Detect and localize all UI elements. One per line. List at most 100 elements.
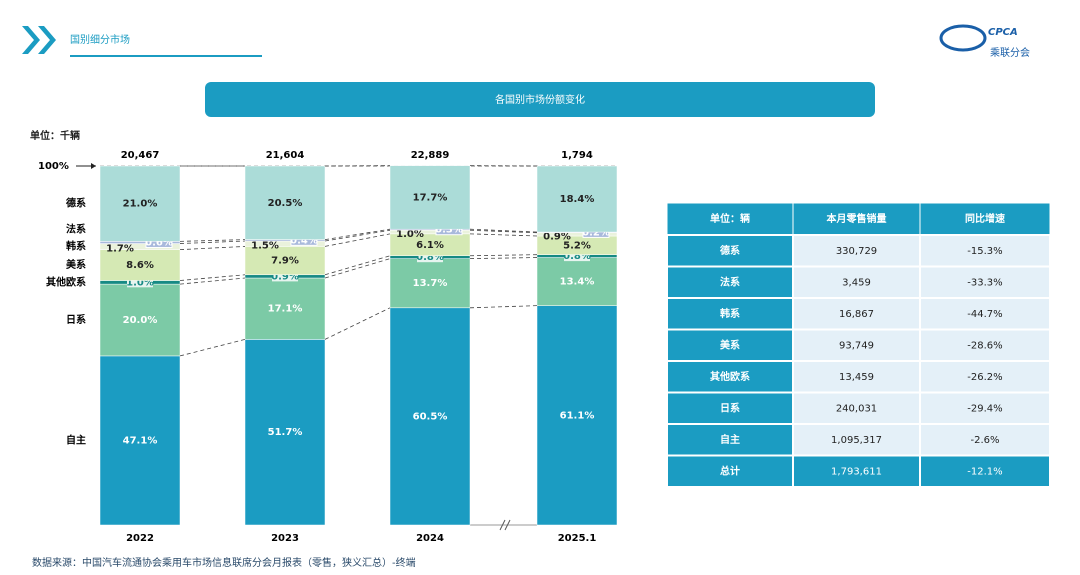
connector — [179, 240, 246, 244]
table-cell — [666, 423, 794, 457]
source: 数据来源：中国汽车流通协会乘用车市场信息联席分会月报表（零售，狭义汇总）-终端 — [32, 556, 416, 569]
label-box — [272, 271, 298, 282]
table-text: 16,867 — [839, 309, 874, 320]
value-label: 0.8% — [416, 252, 444, 263]
value-label: 51.7% — [268, 427, 303, 438]
bar-segment — [536, 165, 618, 233]
bar-segment — [99, 283, 181, 357]
table-cell — [792, 391, 921, 425]
legend-label: 美系 — [66, 258, 86, 271]
table-text: 日系 — [720, 401, 740, 414]
connector — [324, 233, 391, 247]
bar-segment — [244, 339, 326, 526]
value-label: 1.7% — [106, 244, 134, 255]
x-tick-label: 2025.1 — [558, 533, 597, 544]
connector — [469, 305, 538, 309]
total-label: 22,889 — [411, 150, 450, 161]
total-label: 21,604 — [266, 150, 305, 161]
page-title: 国别细分市场 — [70, 33, 130, 46]
connector — [179, 239, 246, 242]
table-text: 240,031 — [836, 403, 877, 414]
connector — [179, 246, 246, 251]
banner — [205, 82, 875, 117]
connector — [179, 274, 246, 281]
legend-label: 韩系 — [66, 240, 86, 253]
table-text: -29.4% — [967, 403, 1002, 414]
value-label: 17.7% — [413, 192, 448, 203]
legend-label: 自主 — [66, 433, 86, 446]
connector — [324, 229, 391, 242]
x-tick-label: 2022 — [126, 533, 154, 544]
bar-segment — [536, 305, 618, 526]
table-text: 93,749 — [839, 340, 874, 351]
table-text: 330,729 — [836, 246, 877, 257]
table-header-cell — [792, 202, 921, 236]
value-label: 20.5% — [268, 198, 303, 209]
value-label: 0.9% — [271, 271, 299, 282]
value-label: 1.0% — [396, 229, 424, 240]
table-cell — [792, 234, 921, 268]
value-label: 0.9% — [543, 231, 571, 242]
value-label: 7.9% — [271, 256, 299, 267]
logo-mark — [939, 24, 987, 52]
bar-segment — [244, 277, 326, 340]
table-cell — [666, 391, 794, 425]
value-label: 1.5% — [251, 241, 279, 252]
value-label: 18.4% — [560, 194, 595, 205]
table-header: 同比增速 — [965, 212, 1005, 225]
legend-label: 法系 — [66, 223, 86, 236]
bar-segment — [389, 307, 471, 526]
connector — [469, 233, 538, 237]
value-label: 61.1% — [560, 410, 595, 421]
table-text: -33.3% — [967, 277, 1002, 288]
table-text: -26.2% — [967, 372, 1002, 383]
table-text: 总计 — [720, 464, 740, 477]
value-label: 1.0% — [126, 277, 154, 288]
bar-segment — [536, 257, 618, 306]
table-cell — [666, 328, 794, 362]
logo-sub: 乘联分会 — [990, 46, 1030, 59]
connector — [469, 257, 538, 260]
value-label: 5.2% — [563, 240, 591, 251]
label-box — [417, 252, 443, 263]
table-text: 3,459 — [842, 277, 871, 288]
table-text: 13,459 — [839, 372, 874, 383]
value-label: 13.7% — [413, 278, 448, 289]
table-cell — [919, 454, 1051, 488]
unit-label: 单位：千辆 — [30, 129, 80, 142]
table-text: -15.3% — [967, 246, 1002, 257]
table-cell — [792, 328, 921, 362]
table-header-cell — [666, 202, 794, 236]
total-label: 1,794 — [561, 150, 593, 161]
legend-label: 日系 — [66, 313, 86, 326]
table-text: -28.6% — [967, 340, 1002, 351]
legend-label: 德系 — [65, 197, 86, 210]
table-cell — [919, 234, 1051, 268]
chart-title: 各国别市场份额变化 — [495, 93, 585, 106]
logo-text: CPCA — [988, 27, 1018, 38]
value-label: 60.5% — [413, 411, 448, 422]
x-tick-label: 2023 — [271, 533, 299, 544]
value-label: 0.3% — [435, 225, 463, 236]
bar-segment — [389, 258, 471, 309]
table-header: 单位：辆 — [710, 212, 750, 225]
table-cell — [666, 454, 794, 488]
label-box — [564, 251, 590, 262]
table-text: -12.1% — [967, 466, 1002, 477]
value-label: 6.1% — [416, 240, 444, 251]
value-label: 20.0% — [123, 315, 158, 326]
table-text: 1,793,611 — [831, 466, 882, 477]
total-label: 20,467 — [121, 150, 160, 161]
table-header: 本月零售销量 — [827, 212, 887, 225]
table-text: 自主 — [720, 433, 740, 446]
bar-segment — [244, 246, 326, 276]
bar-segment — [99, 165, 181, 242]
value-label: 47.1% — [123, 435, 158, 446]
value-label: 0.2% — [582, 227, 610, 238]
table-text: 美系 — [720, 338, 740, 351]
connector — [469, 254, 538, 257]
table-text: 其他欧系 — [710, 370, 750, 383]
connector — [324, 255, 391, 276]
table-text: 1,095,317 — [831, 435, 882, 446]
